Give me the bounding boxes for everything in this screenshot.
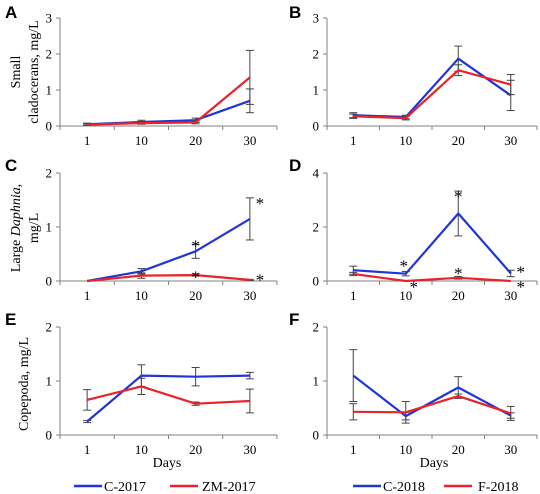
y-tick-label: 1 [313,374,320,389]
x-tick-label: 10 [135,133,148,148]
ylabel-large-part: Large [9,236,24,272]
x-tick-label: 20 [452,288,465,303]
series-line-zm-2017 [86,385,250,405]
y-tick-label: 1 [313,83,320,98]
significance-star: * [454,187,463,206]
y-tick-label: 3 [46,11,53,26]
x-tick-label: 30 [504,442,517,457]
x-tick-label: 1 [84,288,91,303]
xlabel-days-right: Days [420,456,449,471]
significance-star: * [191,237,200,256]
series-line-c-2017 [86,217,251,283]
y-tick-label: 1 [46,83,53,98]
significance-star: * [454,264,463,283]
series-line-c-2017 [86,374,250,423]
x-tick-label: 1 [350,288,357,303]
y-tick-label: 1 [46,220,53,235]
y-tick-label: 2 [313,47,320,62]
x-tick-label: 20 [452,133,465,148]
x-tick-label: 30 [504,288,517,303]
ylabel-daphnia-part: Daphnia [9,187,24,237]
panel-letter-a: A [5,3,17,22]
x-tick-label: 1 [350,133,357,148]
x-tick-label: 1 [84,133,91,148]
y-tick-label: 0 [313,119,320,134]
y-tick-label: 2 [313,320,320,335]
significance-star: * [410,277,419,296]
x-tick-label: 10 [399,442,412,457]
legend-label-zm-2017: ZM-2017 [202,480,256,494]
series-line-f-2018 [353,395,512,415]
x-tick-label: 30 [243,133,256,148]
x-tick-label: 1 [350,442,357,457]
y-tick-label: 2 [46,166,53,181]
x-tick-label: 10 [135,442,148,457]
significance-star: * [400,257,409,276]
ylabel-row-2: Large Daphnia, mg/L [9,184,42,272]
ylabel-small-cladocerans-line1: Small [9,56,24,89]
x-tick-label: 20 [189,442,202,457]
x-tick-label: 20 [189,133,202,148]
panel-letter-e: E [5,310,16,329]
xlabel-days-left: Days [153,456,182,471]
y-tick-label: 0 [46,274,53,289]
legend-label-c-2017: C-2017 [104,480,146,494]
legend-label-c-2018: C-2018 [383,480,425,494]
series-line-c-2018 [353,212,512,275]
panel-letter-d: D [289,156,301,175]
panel-e: 0 1 2 1 10 20 30 [46,320,278,457]
y-tick-label: 0 [46,428,53,443]
significance-star: * [517,263,526,282]
y-tick-label: 2 [46,320,53,335]
series-line-c-2017 [87,99,251,126]
legend-label-f-2018: F-2018 [478,480,518,494]
series-line-c-2018 [353,57,512,119]
panel-f: 0 1 2 1 10 20 30 [313,320,538,457]
y-tick-label: 0 [313,428,320,443]
x-tick-label: 10 [135,288,148,303]
ylabel-comma-part: , [9,184,24,188]
series-line-zm-2017 [87,76,251,126]
y-tick-label: 2 [313,220,320,235]
ylabel-copepoda: Copepoda, mg/L [17,337,32,431]
y-tick-label: 1 [46,374,53,389]
x-tick-label: 30 [504,133,517,148]
x-tick-label: 30 [243,442,256,457]
ylabel-small-cladocerans-line2: cladocerans, mg/L [27,20,42,123]
legend-right: C-2018 F-2018 [353,480,518,494]
y-tick-label: 0 [46,119,53,134]
series-line-zm-2017 [86,274,250,283]
x-tick-label: 20 [189,288,202,303]
significance-star: * [517,277,526,296]
significance-star: * [256,271,265,290]
x-tick-label: 30 [243,288,256,303]
y-tick-label: 3 [313,11,320,26]
series-line-c-2018 [352,374,512,418]
panel-letter-c: C [5,156,17,175]
series-line-f-2018 [353,272,511,283]
panel-b: 0 1 2 3 1 10 20 30 [313,11,538,148]
ylabel-row-3: Copepoda, mg/L [17,337,32,431]
x-tick-label: 20 [452,442,465,457]
x-tick-label: 10 [399,288,412,303]
ylabel-large-daphnia-line1: Large Daphnia, [9,184,24,272]
ylabel-row-1: Small cladocerans, mg/L [9,20,42,123]
ylabel-large-daphnia-line2: mg/L [27,213,42,243]
y-tick-label: 0 [313,274,320,289]
y-tick-label: 4 [313,166,320,181]
legend-left: C-2017 ZM-2017 [74,480,256,494]
significance-star: * [191,267,200,286]
significance-star: * [256,194,265,213]
x-tick-label: 10 [399,133,412,148]
y-tick-label: 2 [46,47,53,62]
panel-a: 0 1 2 3 1 10 20 30 [46,11,278,148]
panel-letter-b: B [289,3,301,22]
series-line-f-2018 [353,69,512,120]
panel-letter-f: F [289,310,299,329]
x-tick-label: 1 [84,442,91,457]
